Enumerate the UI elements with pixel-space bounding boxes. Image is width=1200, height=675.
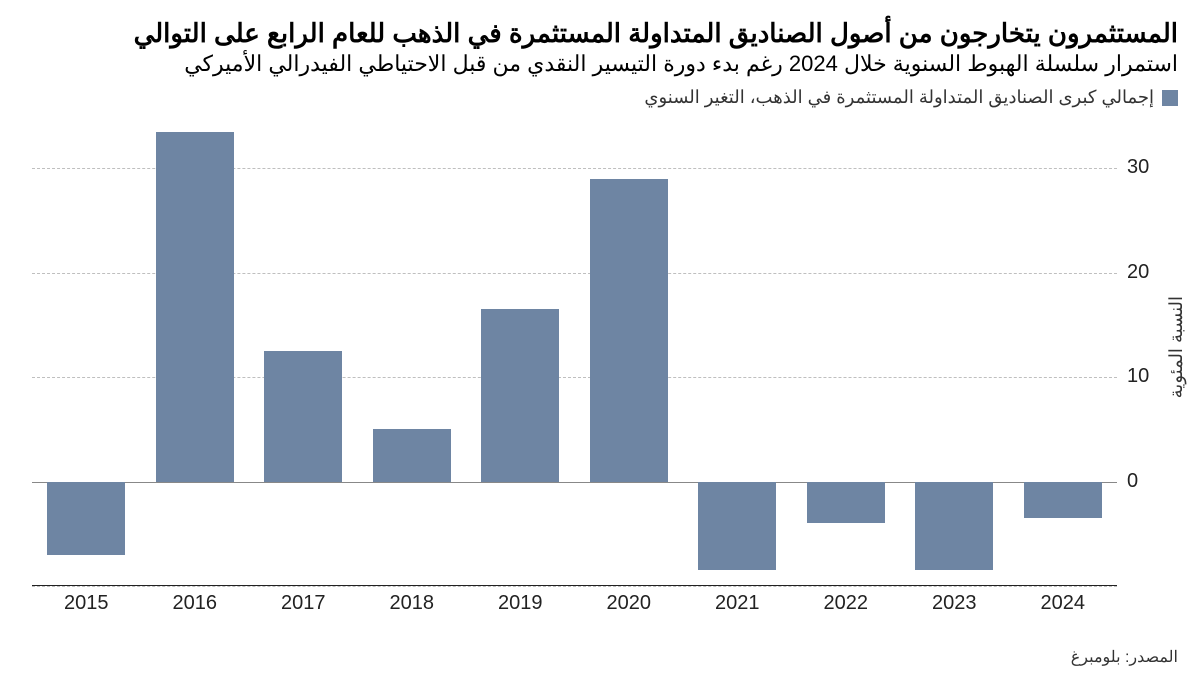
x-axis-line — [32, 585, 1117, 586]
x-tick-label: 2019 — [466, 592, 575, 615]
x-tick-label: 2024 — [1009, 592, 1118, 615]
x-tick-label: 2015 — [32, 592, 141, 615]
gridline — [32, 586, 1117, 587]
bar — [698, 482, 776, 571]
x-tick-label: 2023 — [900, 592, 1009, 615]
bar — [807, 482, 885, 524]
x-tick-label: 2018 — [358, 592, 467, 615]
bar — [156, 132, 234, 482]
x-tick-label: 2016 — [141, 592, 250, 615]
y-tick-label: 0 — [1127, 470, 1138, 493]
x-tick-label: 2017 — [249, 592, 358, 615]
y-tick-label: 20 — [1127, 261, 1149, 284]
plot-area — [32, 116, 1117, 586]
bar — [264, 351, 342, 482]
x-tick-label: 2021 — [683, 592, 792, 615]
chart-title: المستثمرون يتخارجون من أصول الصناديق الم… — [22, 18, 1178, 49]
chart-subtitle: استمرار سلسلة الهبوط السنوية خلال 2024 ر… — [22, 51, 1178, 77]
legend: إجمالي كبرى الصناديق المتداولة المستثمرة… — [22, 87, 1178, 108]
x-tick-label: 2022 — [792, 592, 901, 615]
y-tick-label: 10 — [1127, 365, 1149, 388]
legend-label: إجمالي كبرى الصناديق المتداولة المستثمرة… — [644, 87, 1154, 108]
bar — [373, 429, 451, 481]
x-tick-label: 2020 — [575, 592, 684, 615]
y-tick-label: 30 — [1127, 156, 1149, 179]
legend-swatch — [1162, 90, 1178, 106]
bar — [47, 482, 125, 555]
chart-area: النسبة المئوية 0102030201520162017201820… — [22, 116, 1178, 626]
source-label: المصدر: بلومبرغ — [1071, 647, 1178, 667]
y-axis-title: النسبة المئوية — [1165, 296, 1187, 398]
bar — [1024, 482, 1102, 519]
bar — [481, 309, 559, 481]
bar — [915, 482, 993, 571]
bar — [590, 179, 668, 482]
chart-container: المستثمرون يتخارجون من أصول الصناديق الم… — [0, 0, 1200, 675]
